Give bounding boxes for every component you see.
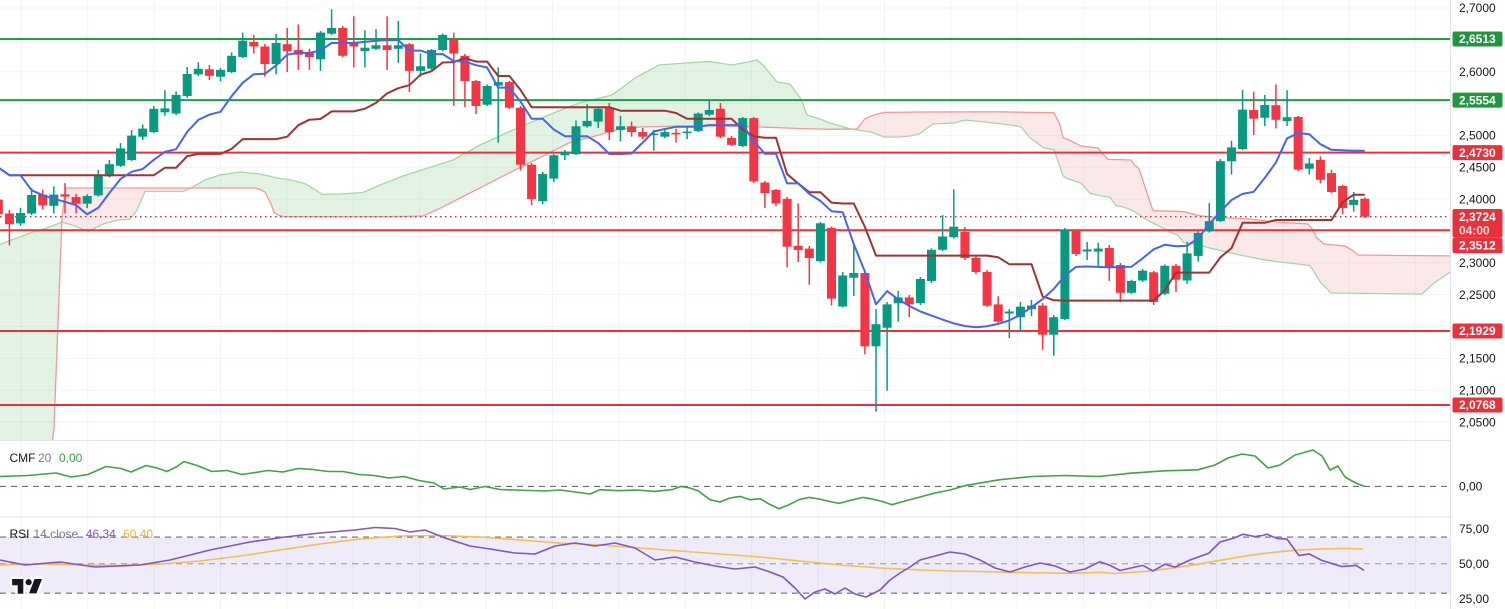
svg-text:25,00: 25,00 [1459,592,1489,606]
svg-text:2,4500: 2,4500 [1459,160,1496,174]
svg-text:2,1500: 2,1500 [1459,352,1496,366]
svg-text:2,3512: 2,3512 [1459,239,1496,253]
svg-text:2,1000: 2,1000 [1459,383,1496,397]
svg-text:2,5554: 2,5554 [1459,93,1496,107]
svg-text:2,2500: 2,2500 [1459,288,1496,302]
svg-text:2,5000: 2,5000 [1459,129,1496,143]
svg-text:46,34: 46,34 [86,527,116,541]
svg-text:2,0500: 2,0500 [1459,415,1496,429]
svg-text:50,00: 50,00 [1459,557,1489,571]
svg-text:2,6513: 2,6513 [1459,32,1496,46]
svg-text:2,3724: 2,3724 [1459,210,1496,224]
svg-text:0,00: 0,00 [59,451,83,465]
svg-text:14 close: 14 close [34,527,79,541]
svg-text:75,00: 75,00 [1459,522,1489,536]
svg-text:CMF: CMF [10,451,36,465]
svg-text:2,0768: 2,0768 [1459,398,1496,412]
svg-text:2,6000: 2,6000 [1459,65,1496,79]
svg-text:RSI: RSI [10,527,30,541]
svg-text:04:00: 04:00 [1459,224,1490,238]
svg-text:2,1929: 2,1929 [1459,324,1496,338]
svg-text:60,40: 60,40 [123,527,153,541]
svg-text:2,4730: 2,4730 [1459,146,1496,160]
svg-text:2,4000: 2,4000 [1459,192,1496,206]
svg-text:0,00: 0,00 [1459,480,1483,494]
svg-text:2,7000: 2,7000 [1459,1,1496,15]
svg-text:2,3000: 2,3000 [1459,256,1496,270]
svg-text:20: 20 [38,451,52,465]
